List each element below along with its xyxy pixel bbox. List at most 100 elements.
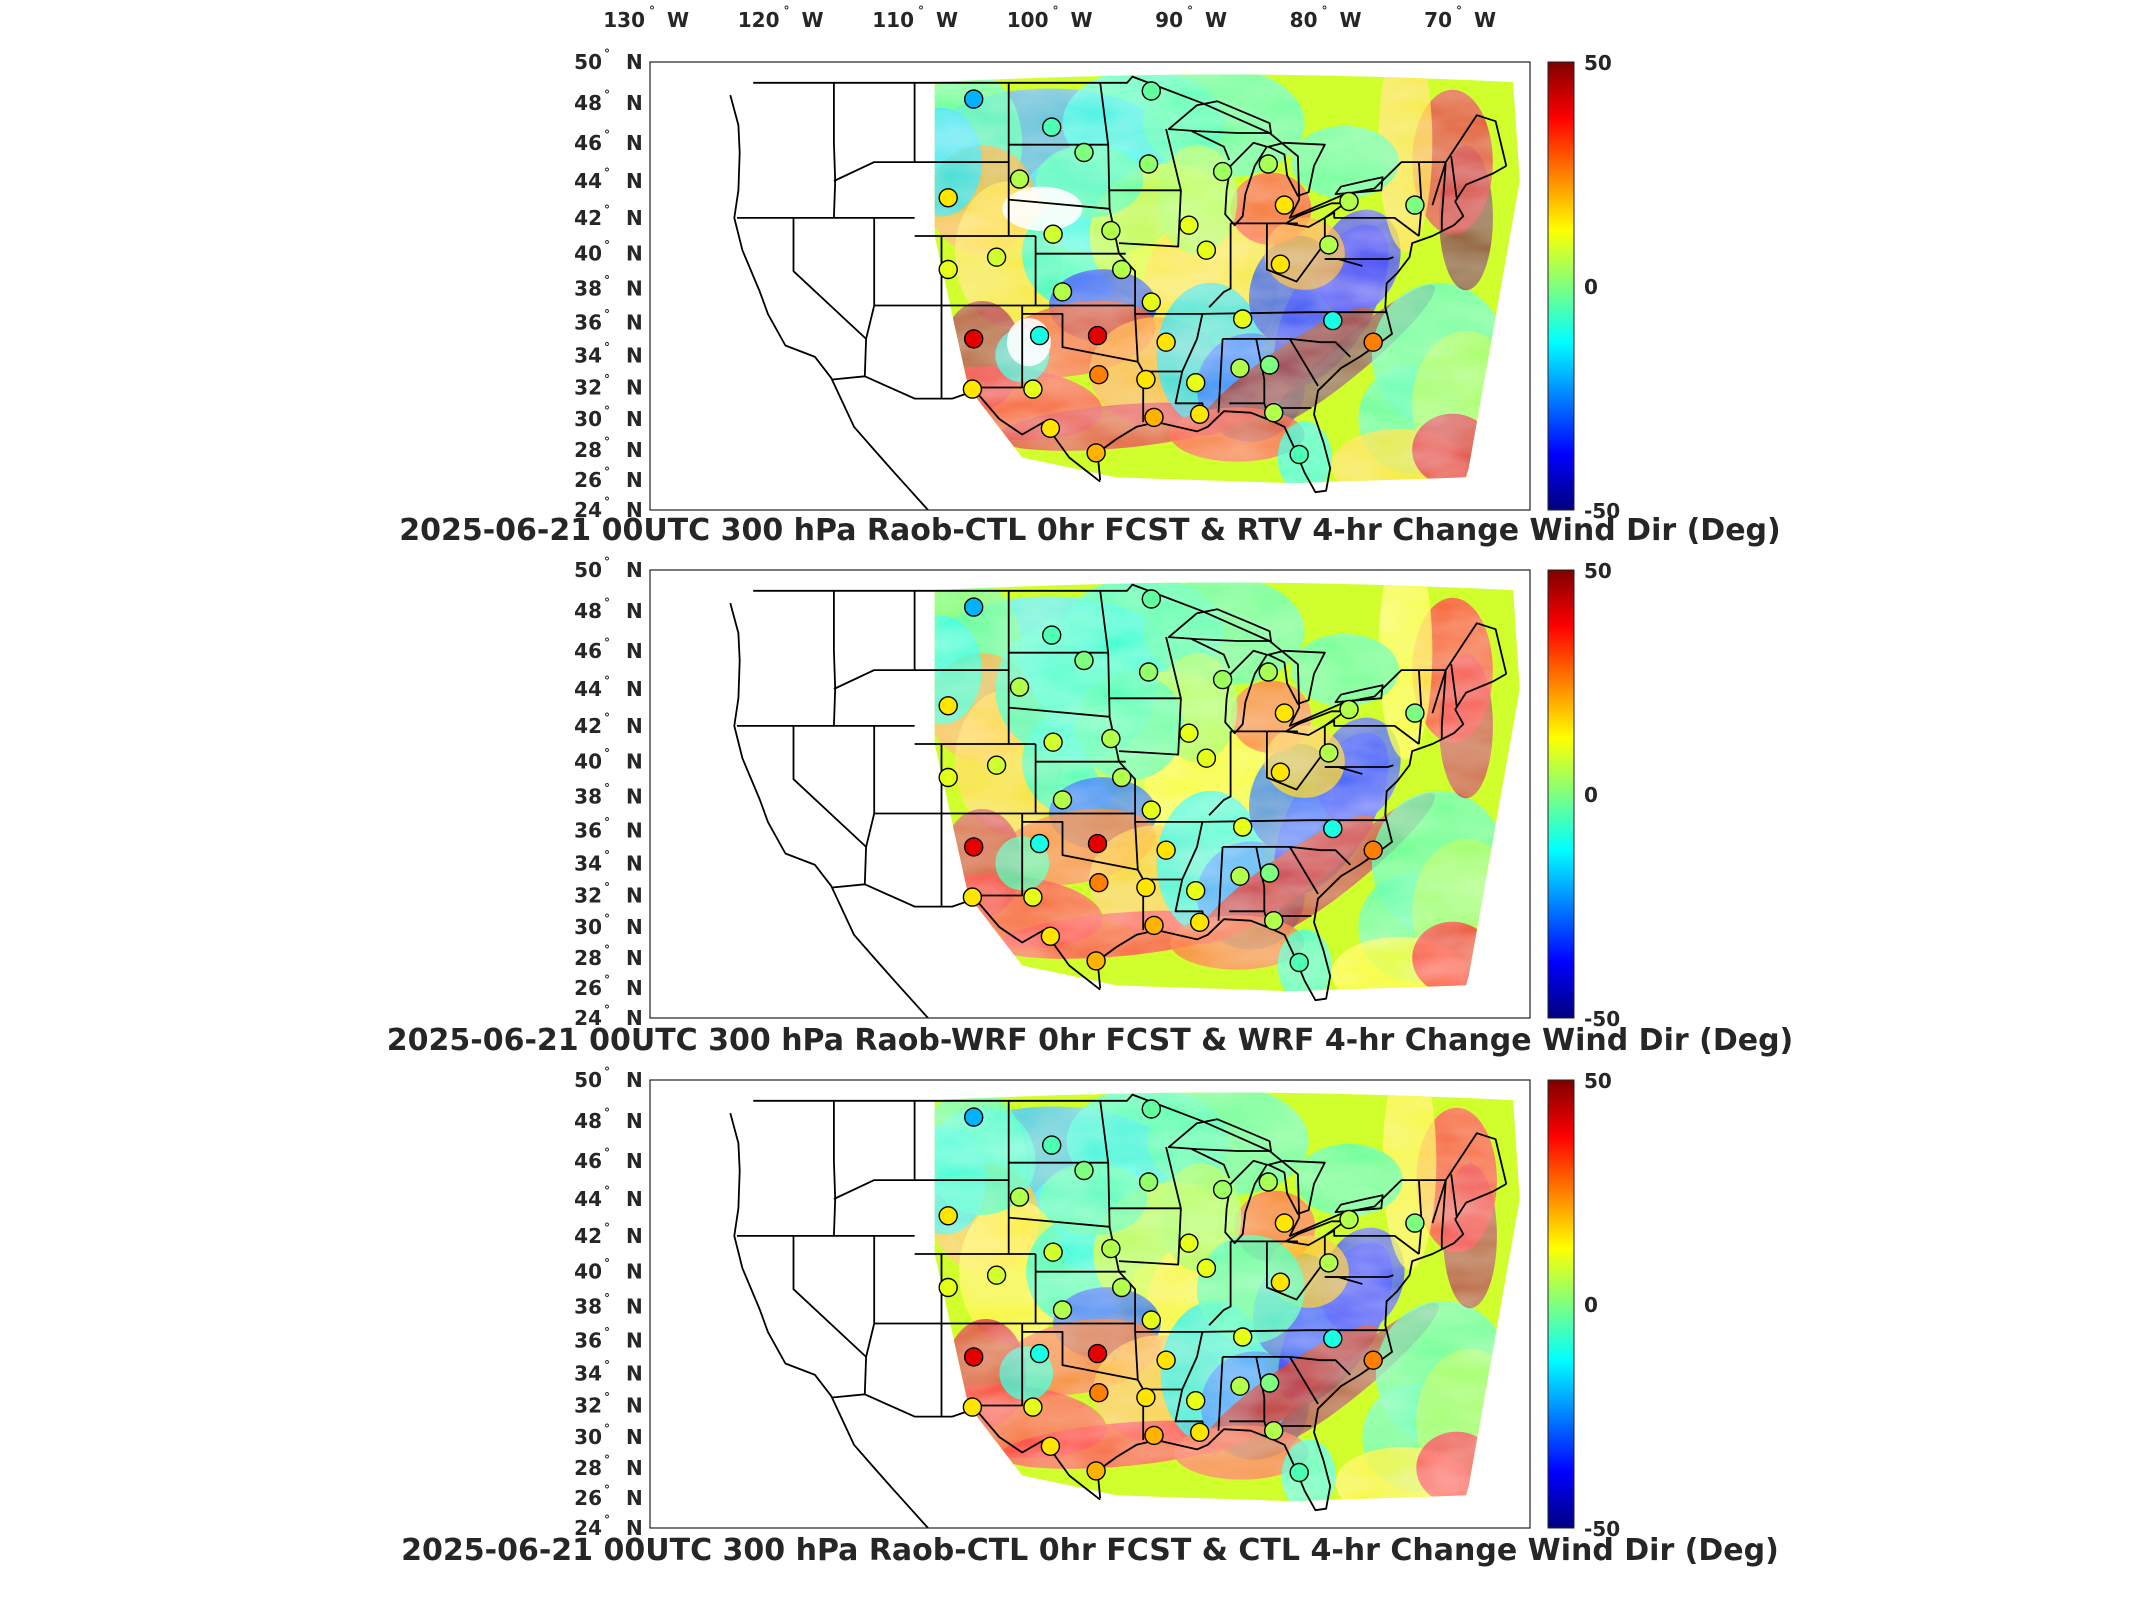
- raob-station-marker: [1339, 191, 1359, 212]
- raob-station-marker: [1270, 762, 1291, 782]
- coastline: [832, 375, 1101, 483]
- raob-station-marker: [1263, 403, 1284, 423]
- degree-symbol: °: [604, 1257, 610, 1271]
- state-border: [1440, 670, 1447, 739]
- longitude-suffix: W: [1071, 8, 1093, 32]
- coastline: [729, 94, 929, 511]
- raob-station-marker: [1141, 81, 1162, 101]
- latitude-tick-label: 46: [574, 639, 602, 663]
- degree-symbol: °: [604, 1221, 610, 1235]
- state-border: [1118, 128, 1182, 248]
- raob-station-marker: [1179, 723, 1199, 743]
- raob-station-marker: [986, 755, 1007, 775]
- raob-station-marker: [1043, 732, 1063, 752]
- state-border: [1289, 1356, 1351, 1376]
- colorbar-min-label: -50: [1584, 1517, 1620, 1541]
- raob-station-marker: [1212, 161, 1233, 182]
- raob-station-marker: [1087, 833, 1108, 854]
- latitude-tick-label: 38: [574, 277, 602, 301]
- latitude-tick-label: 30: [574, 1425, 602, 1449]
- raob-station-marker: [1363, 332, 1383, 352]
- latitude-suffix: N: [626, 169, 643, 193]
- raob-station-marker: [1232, 309, 1253, 329]
- state-border: [1191, 1148, 1231, 1179]
- colorbar: [1547, 61, 1575, 511]
- map-frame: [649, 569, 1531, 1019]
- map-frame: [649, 61, 1531, 511]
- latitude-tick-label: 32: [574, 376, 602, 400]
- raob-station-marker: [962, 379, 983, 399]
- raob-station-marker: [1189, 912, 1210, 932]
- raob-station-marker: [962, 887, 983, 907]
- raob-station-marker: [1189, 404, 1210, 424]
- state-border: [863, 1235, 876, 1395]
- raob-station-marker: [964, 597, 984, 617]
- raob-station-marker: [1319, 235, 1339, 255]
- state-border: [1135, 1329, 1387, 1333]
- degree-symbol: °: [604, 1453, 610, 1467]
- state-border: [1324, 1274, 1394, 1278]
- raob-station-marker: [1144, 1425, 1164, 1446]
- latitude-tick-label: 30: [574, 915, 602, 939]
- degree-symbol: °: [604, 1483, 610, 1497]
- latitude-tick-label: 48: [574, 599, 602, 623]
- degree-symbol: °: [604, 88, 610, 102]
- raob-station-marker: [1087, 325, 1108, 346]
- degree-symbol: °: [604, 203, 610, 217]
- raob-station-marker: [1323, 818, 1343, 839]
- political-boundaries: [729, 1093, 1508, 1529]
- latitude-tick-label: 24: [574, 1516, 602, 1540]
- state-border: [973, 813, 1024, 897]
- raob-station-marker: [1029, 833, 1050, 854]
- raob-station-marker: [1138, 662, 1159, 682]
- latitude-tick-label: 40: [574, 242, 602, 266]
- state-border: [1135, 311, 1387, 315]
- colorbar-max-label: 50: [1584, 1069, 1612, 1093]
- latitude-suffix: N: [626, 1224, 643, 1248]
- colorbar-min-label: -50: [1584, 1007, 1620, 1031]
- latitude-tick-label: 42: [574, 714, 602, 738]
- raob-station-marker: [1141, 1310, 1162, 1330]
- latitude-suffix: N: [626, 1425, 643, 1449]
- degree-symbol: °: [604, 555, 610, 569]
- state-border: [1008, 706, 1145, 931]
- latitude-suffix: N: [626, 131, 643, 155]
- great-lake: [1167, 1118, 1272, 1152]
- state-border: [1118, 636, 1182, 756]
- coastline: [832, 883, 1101, 991]
- degree-symbol: °: [604, 1358, 610, 1372]
- raob-station-marker: [1179, 215, 1199, 235]
- raob-station-marker: [1086, 443, 1106, 463]
- raob-station-marker: [1230, 358, 1250, 378]
- degree-symbol: °: [604, 848, 610, 862]
- state-border: [792, 1235, 867, 1358]
- degree-symbol: °: [604, 636, 610, 650]
- field-blob: [1039, 1162, 1148, 1236]
- field-blob: [958, 1199, 1067, 1345]
- raob-station-marker: [1230, 866, 1250, 886]
- raob-station-marker: [1138, 1172, 1159, 1192]
- latitude-suffix: N: [626, 206, 643, 230]
- latitude-tick-label: 40: [574, 1260, 602, 1284]
- latitude-tick-label: 46: [574, 131, 602, 155]
- latitude-suffix: N: [626, 498, 643, 522]
- latitude-suffix: N: [626, 91, 643, 115]
- state-border: [1217, 846, 1224, 921]
- raob-station-marker: [1086, 1461, 1106, 1481]
- political-boundaries: [729, 75, 1508, 511]
- latitude-suffix: N: [626, 1068, 643, 1092]
- latitude-suffix: N: [626, 343, 643, 367]
- latitude-suffix: N: [626, 1260, 643, 1284]
- raob-station-marker: [1043, 1242, 1063, 1262]
- raob-station-marker: [1089, 873, 1109, 893]
- great-lake: [1267, 649, 1326, 705]
- raob-station-marker: [1156, 1350, 1176, 1370]
- raob-station-marker: [938, 696, 958, 716]
- raob-station-marker: [986, 247, 1007, 267]
- raob-station-marker: [1405, 195, 1425, 215]
- raob-station-marker: [1074, 650, 1094, 671]
- raob-station-marker: [1136, 1387, 1156, 1408]
- state-border: [1266, 217, 1326, 283]
- state-border: [1289, 846, 1351, 866]
- state-border: [1208, 731, 1232, 816]
